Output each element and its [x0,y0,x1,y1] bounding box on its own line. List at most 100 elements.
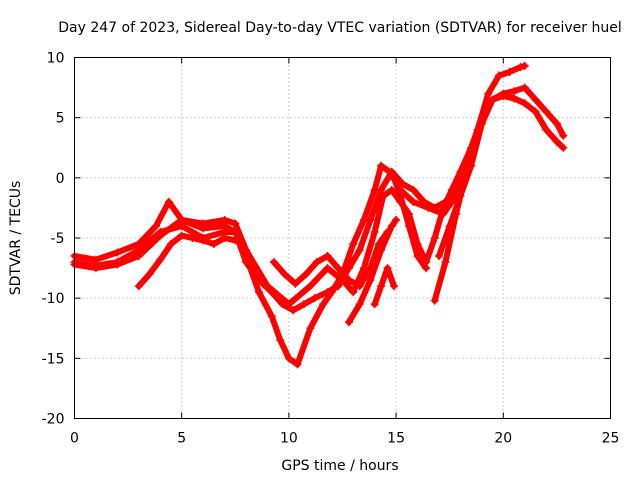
data-point [377,161,386,170]
data-point [334,264,343,273]
data-point [520,83,529,92]
y-tick-label: 0 [56,171,65,187]
data-point [392,215,401,224]
data-point [91,264,100,273]
data-point [188,234,197,242]
data-point [199,236,208,245]
data-point [516,63,525,72]
data-point [456,167,465,176]
y-tick-label: -10 [42,291,65,307]
data-point [156,255,165,264]
data-point [510,87,519,96]
data-point [284,354,293,363]
series-line-track-8 [371,265,397,308]
data-point [199,219,208,228]
data-point [409,197,418,206]
data-point [355,282,364,291]
data-point [291,279,300,288]
data-point [542,107,551,116]
data-point [366,215,375,224]
data-point [510,94,519,103]
data-point [370,300,379,309]
series-line-track-11 [436,162,475,259]
data-point [377,246,386,255]
data-point [299,300,308,309]
x-tick-label: 25 [602,431,620,447]
data-point [319,300,328,309]
x-tick-label: 0 [70,431,79,447]
data-point [254,288,263,297]
data-point [302,270,311,279]
data-point [344,318,353,327]
data-point [531,107,540,116]
y-tick-label: -15 [42,351,65,367]
data-point [177,215,186,224]
data-point [349,240,358,249]
data-point [177,231,186,240]
data-point [164,197,173,206]
data-point [488,95,497,104]
data-point [404,221,413,230]
data-point [231,219,240,228]
data-point [220,215,229,224]
data-point [379,191,388,200]
data-point [531,95,540,104]
data-point [387,167,396,176]
x-tick-label: 20 [494,431,512,447]
data-point [151,221,160,230]
data-point [413,252,422,261]
data-point [383,264,392,273]
data-point [323,264,332,273]
data-point [370,227,379,236]
data-point [552,119,561,128]
data-point [377,185,386,194]
axis-ticks: 0 5 10 15 20 25 -20 -15 -10 -5 0 5 10 [42,51,620,447]
data-point [156,231,165,240]
data-point [467,143,476,152]
data-point [559,143,568,152]
data-point [113,248,122,257]
data-point [419,197,428,206]
data-point [484,89,493,98]
data-point [209,240,218,249]
data-point [242,246,251,255]
data-point [267,312,276,321]
grid-lines [74,57,611,419]
y-tick-label: -5 [51,231,65,247]
data-point [166,240,175,249]
data-point [306,324,315,333]
data-point [398,179,407,188]
data-point [505,67,514,76]
data-point [113,260,122,269]
data-point [422,264,431,273]
data-point [293,360,302,369]
data-point [323,252,332,261]
data-point [430,234,439,242]
data-point [269,258,278,267]
data-point [552,137,561,146]
x-tick-label: 15 [387,431,405,447]
series-line-track-4 [135,232,239,290]
data-point [434,252,443,261]
data-point [289,306,298,315]
data-point [389,282,398,291]
data-point [323,288,332,297]
data-point [145,270,154,279]
y-axis-label: SDTVAR / TECUs [8,181,24,296]
data-point [306,282,315,291]
data-point [430,296,439,305]
data-point [280,270,289,279]
data-point [242,258,251,267]
y-tick-label: 5 [56,111,65,127]
data-point [439,203,448,212]
data-point [334,282,343,291]
data-point [231,236,240,245]
chart-title: Day 247 of 2023, Sidereal Day-to-day VTE… [58,20,621,36]
data-point [456,191,465,200]
data-point [312,258,321,267]
data-point [387,221,396,230]
data-point [520,61,529,70]
x-tick-label: 5 [177,431,186,447]
data-point [134,282,143,291]
